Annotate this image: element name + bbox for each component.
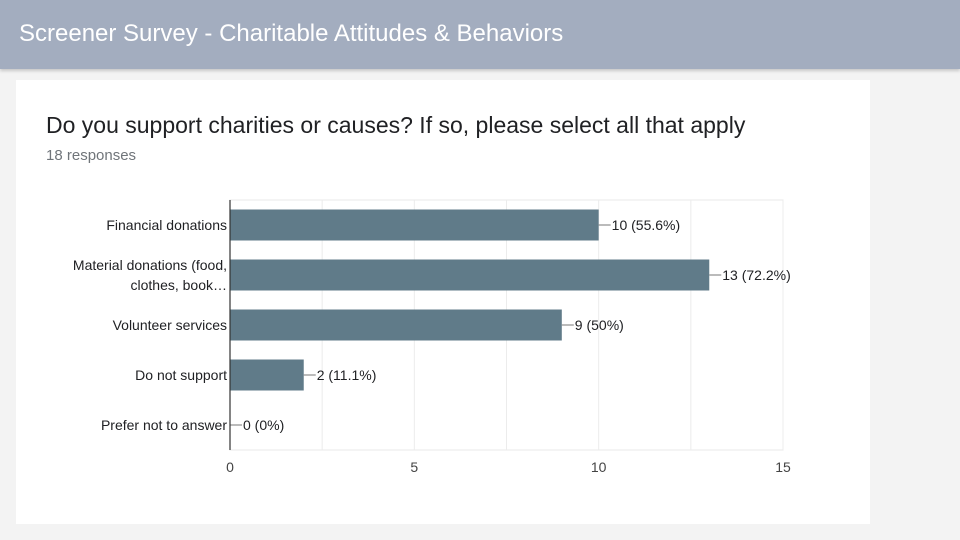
category-label: Material donations (food,	[73, 257, 227, 273]
x-tick-label: 5	[410, 459, 418, 475]
category-label: Prefer not to answer	[101, 417, 227, 433]
category-label: Do not support	[135, 367, 227, 383]
question-title: Do you support charities or causes? If s…	[46, 112, 746, 138]
value-label: 10 (55.6%)	[612, 217, 680, 233]
x-tick-label: 15	[775, 459, 791, 475]
survey-title: Screener Survey - Charitable Attitudes &…	[19, 20, 564, 47]
value-label: 0 (0%)	[243, 417, 284, 433]
question-card: Do you support charities or causes? If s…	[16, 80, 870, 524]
header-bar: Screener Survey - Charitable Attitudes &…	[0, 0, 960, 69]
category-label: Financial donations	[106, 217, 227, 233]
bar-chart: 10 (55.6%) Financial donations 13 (72.2%) M…	[73, 199, 791, 475]
category-label: clothes, book…	[131, 277, 228, 293]
value-label: 13 (72.2%)	[722, 267, 790, 283]
category-label: Volunteer services	[113, 317, 227, 333]
response-count: 18 responses	[46, 147, 137, 164]
value-label: 2 (11.1%)	[317, 367, 377, 383]
bar	[230, 259, 710, 291]
value-label: 9 (50%)	[575, 317, 624, 333]
x-tick-label: 0	[226, 459, 234, 475]
x-tick-label: 10	[591, 459, 607, 475]
bar	[230, 209, 599, 241]
bar	[230, 309, 562, 341]
bar	[230, 359, 304, 391]
